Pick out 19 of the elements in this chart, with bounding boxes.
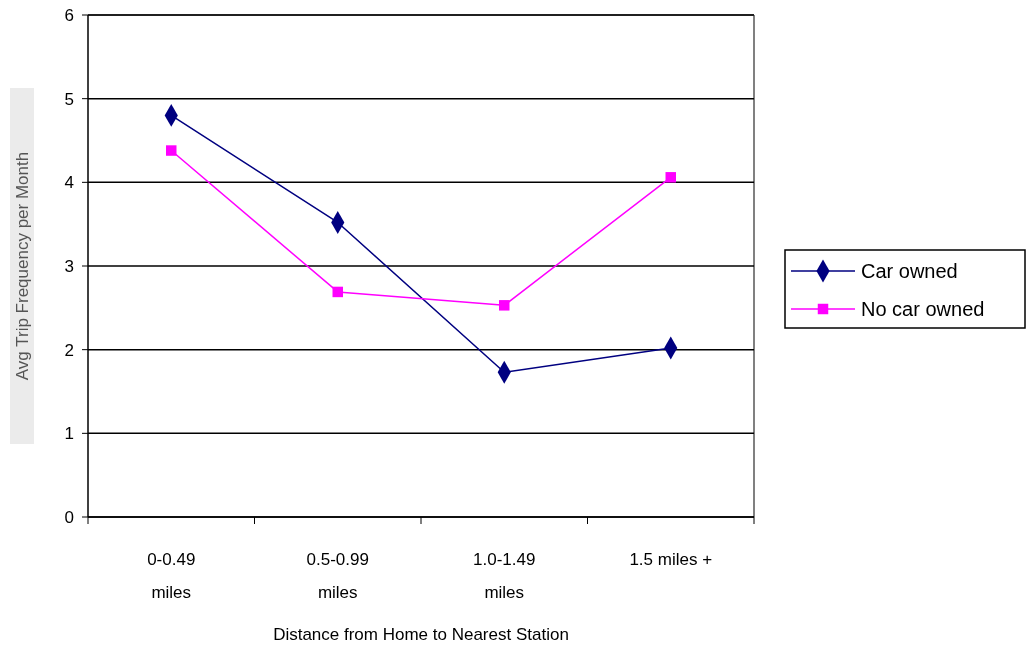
x-tick-label: 1.0-1.49 miles [473,550,536,602]
point [665,172,676,183]
x-tick-label: 1.5 miles + [629,550,713,569]
point [499,300,510,311]
legend-label: Car owned [861,260,958,282]
legend-label: No car owned [861,298,985,320]
y-axis-title: Avg Trip Frequency per Month [12,151,32,381]
y-tick-label: 4 [64,173,74,193]
x-tick-label: 0-0.49 miles [147,550,196,602]
y-tick-label: 2 [64,340,74,360]
x-tick-label: 0.5-0.99 miles [306,550,369,602]
y-tick-label: 5 [64,89,74,109]
y-tick-label: 6 [64,5,74,25]
y-tick-label: 0 [64,507,74,527]
y-tick-label: 3 [64,256,74,276]
point [166,145,177,156]
x-axis-title: Distance from Home to Nearest Station [273,625,569,644]
point [332,286,343,298]
y-tick-label: 1 [64,424,74,444]
